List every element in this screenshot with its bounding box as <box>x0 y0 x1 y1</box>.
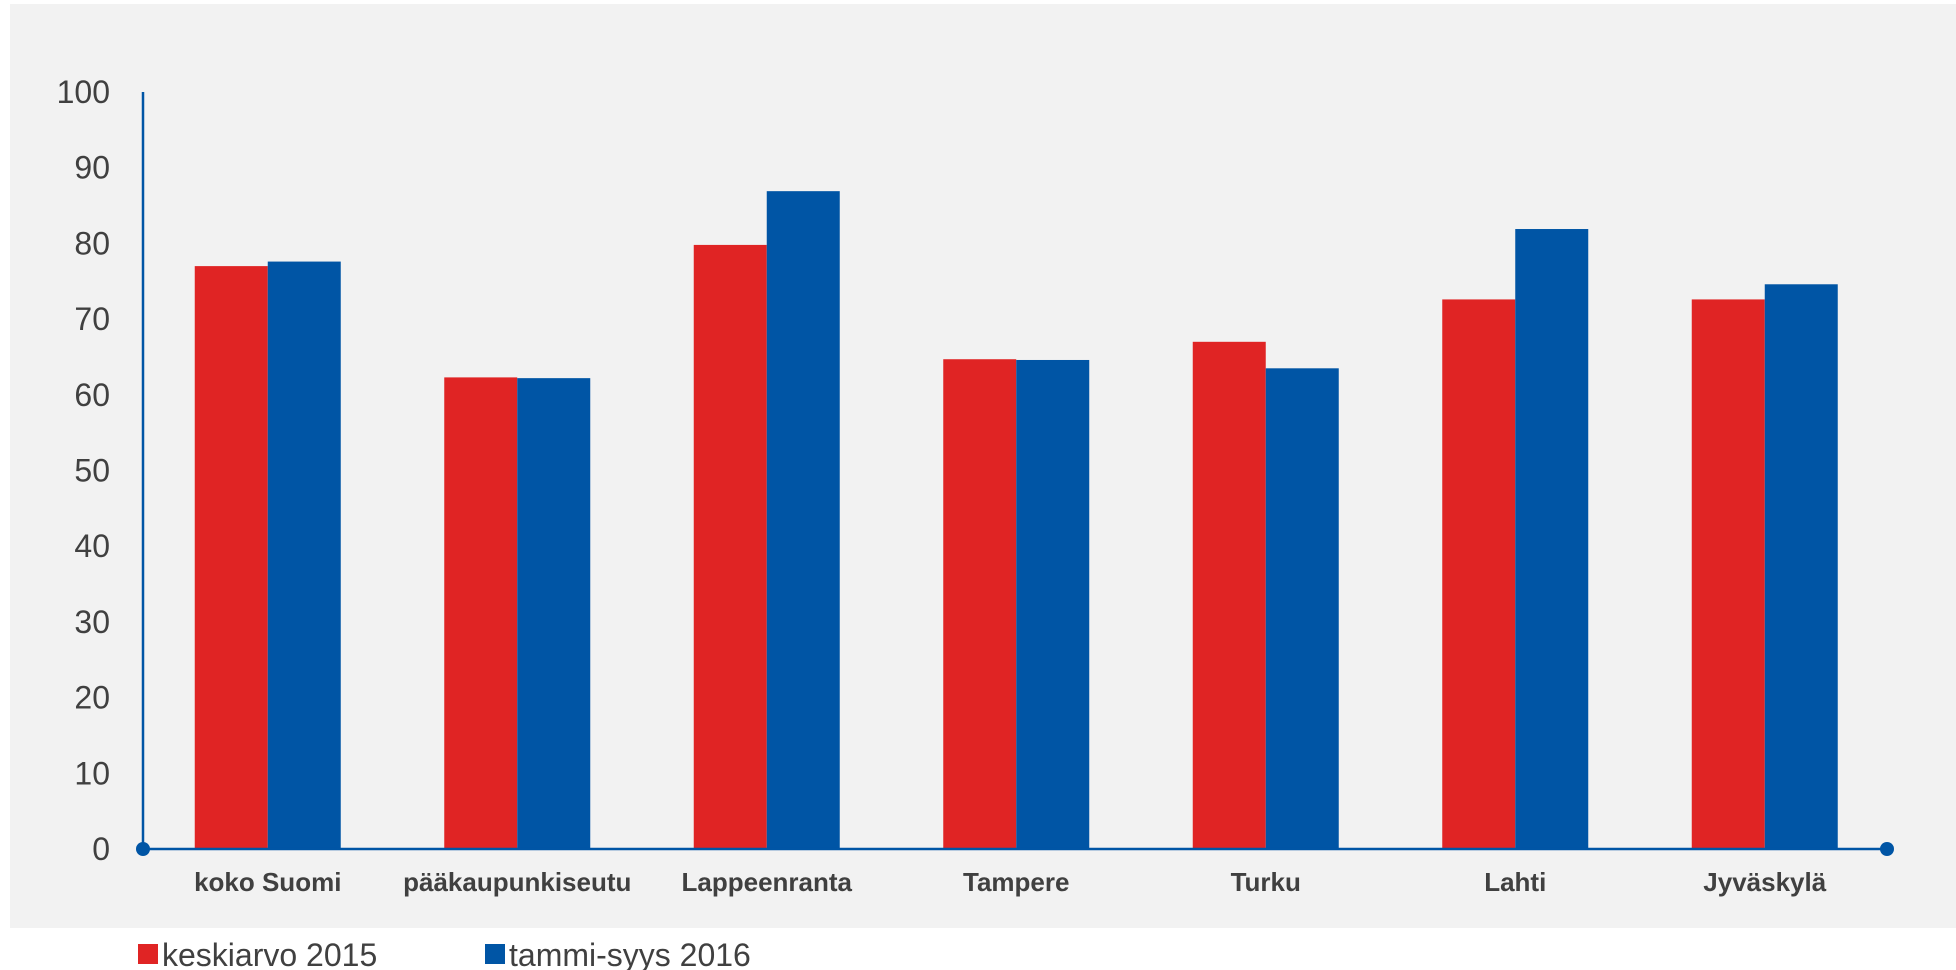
y-tick-label: 60 <box>74 377 110 413</box>
y-tick-label: 30 <box>74 604 110 640</box>
bars <box>194 191 1838 850</box>
bar-series-1 <box>444 377 518 849</box>
y-tick-label: 0 <box>92 831 110 867</box>
y-axis: 0 10 20 30 40 50 60 70 80 90 100 <box>57 74 145 867</box>
x-axis: koko Suomi pääkaupunkiseutu Lappeenranta Ta… <box>136 842 1894 897</box>
legend: keskiarvo 2015 tammi-syys 2016 <box>138 937 751 970</box>
y-tick-label: 50 <box>74 453 110 489</box>
y-tick-label: 20 <box>74 680 110 716</box>
x-tick-label: Lahti <box>1484 867 1546 897</box>
x-tick-label: koko Suomi <box>194 867 341 897</box>
bar-series-1 <box>1691 299 1765 850</box>
x-axis-end-marker <box>1880 842 1894 856</box>
y-tick-label: 70 <box>74 301 110 337</box>
x-tick-label: Lappeenranta <box>682 867 853 897</box>
x-tick-label: Jyväskylä <box>1703 867 1826 897</box>
bar-series-1 <box>194 266 268 849</box>
bar-series-1 <box>943 359 1017 849</box>
y-tick-label: 40 <box>74 528 110 564</box>
legend-swatch <box>485 944 505 964</box>
bar-series-2 <box>1764 284 1838 849</box>
x-tick-label: Turku <box>1231 867 1301 897</box>
legend-label: keskiarvo 2015 <box>162 937 377 970</box>
bar-series-2 <box>1265 368 1339 849</box>
bar-series-1 <box>693 244 767 849</box>
bar-series-2 <box>1016 359 1090 849</box>
x-axis-start-marker <box>136 842 150 856</box>
bar-series-2 <box>267 261 341 849</box>
bar-series-2 <box>517 378 591 849</box>
x-tick-label: pääkaupunkiseutu <box>403 867 631 897</box>
bar-series-1 <box>1192 341 1266 849</box>
legend-label: tammi-syys 2016 <box>509 937 751 970</box>
y-tick-label: 100 <box>57 74 110 110</box>
y-tick-label: 10 <box>74 755 110 791</box>
y-tick-label: 80 <box>74 225 110 261</box>
legend-swatch <box>138 944 158 964</box>
y-tick-label: 90 <box>74 150 110 186</box>
bar-series-2 <box>766 191 840 850</box>
bar-series-2 <box>1515 229 1589 850</box>
bar-series-1 <box>1442 299 1516 850</box>
x-tick-label: Tampere <box>963 867 1069 897</box>
